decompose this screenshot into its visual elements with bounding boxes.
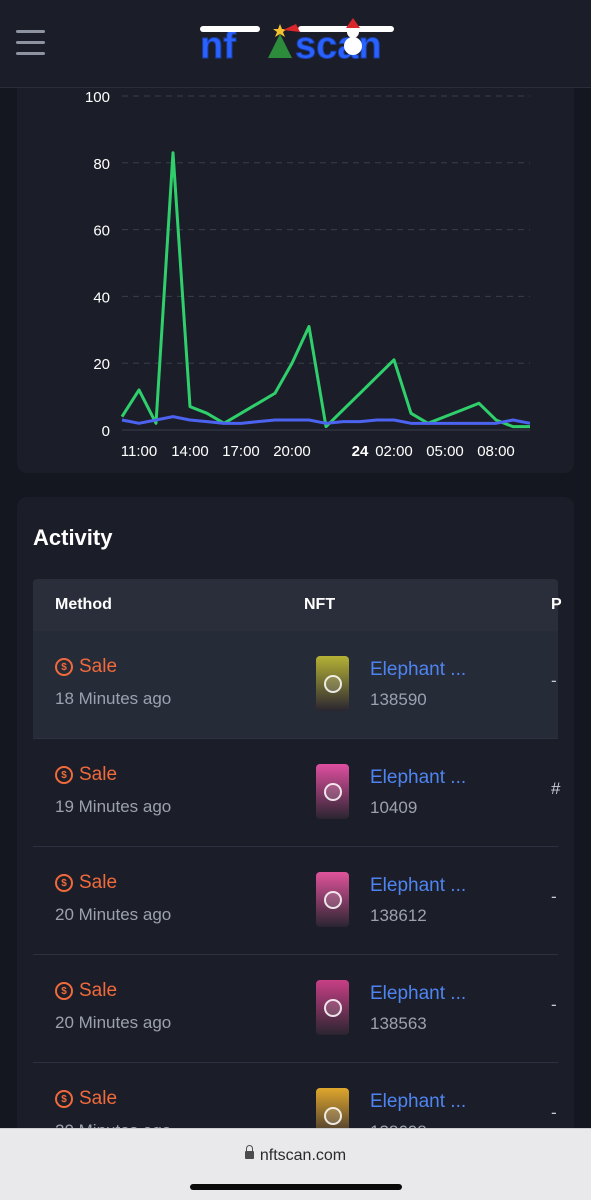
price-cell: # [551,779,561,798]
y-tick-label: 100 [85,89,110,106]
hamburger-menu-icon[interactable] [16,30,45,56]
table-row[interactable]: $ Sale 18 Minutes ago Elephant ... 138590… [33,631,558,739]
sale-icon: $ [55,874,73,892]
time-ago: 20 Minutes ago [55,905,172,924]
x-tick-label: 11:00 [121,443,157,460]
table-row[interactable]: $ Sale 20 Minutes ago Elephant ... 138563… [33,955,558,1063]
nft-name-link[interactable]: Elephant ... [370,875,467,896]
nft-token-id: 138563 [370,1014,427,1033]
method-cell: $ Sale [55,872,117,894]
y-tick-label: 60 [93,223,110,240]
method-cell: $ Sale [55,980,117,1002]
elephant-icon [323,998,342,1017]
column-header-nft: NFT [304,596,336,613]
x-tick-label: 08:00 [477,443,515,460]
time-ago: 20 Minutes ago [55,1013,172,1032]
time-ago: 18 Minutes ago [55,689,172,708]
url-display[interactable]: nftscan.com [0,1145,591,1165]
y-tick-label: 0 [102,423,110,440]
method-cell: $ Sale [55,764,117,786]
sale-icon: $ [55,766,73,784]
nft-token-id: 138612 [370,906,427,925]
activity-title: Activity [33,525,113,550]
price-cell: - [551,1103,557,1122]
nft-thumbnail[interactable] [316,980,349,1035]
table-row[interactable]: $ Sale 19 Minutes ago Elephant ... 10409 … [33,739,561,847]
method-label: Sale [79,872,118,893]
elephant-icon [323,674,342,693]
lock-icon [244,1145,254,1159]
y-tick-label: 80 [93,156,110,173]
method-cell: $ Sale [55,1088,117,1110]
price-cell: - [551,887,557,906]
elephant-icon [323,890,342,909]
method-label: Sale [79,656,118,677]
nft-thumbnail[interactable] [316,656,349,711]
nft-name-link[interactable]: Elephant ... [370,1091,467,1112]
home-indicator[interactable] [190,1184,402,1190]
url-text: nftscan.com [259,1147,347,1164]
nft-name-link[interactable]: Elephant ... [370,767,467,788]
method-label: Sale [79,764,118,785]
column-header-method: Method [55,596,112,613]
x-tick-label: 17:00 [222,443,260,460]
table-row[interactable]: $ Sale 20 Minutes ago Elephant ... 138612… [33,847,558,955]
top-bar: nf scan [0,0,591,88]
x-tick-label: 02:00 [375,443,413,460]
x-tick-label: 14:00 [171,443,209,460]
method-label: Sale [79,980,118,1001]
activity-card: Activity Method NFT P $ Sale 18 Minutes a… [17,497,574,1137]
sale-icon: $ [55,982,73,1000]
elephant-icon [323,782,342,801]
price-cell: - [551,671,557,690]
chart-canvas: 0 20 40 60 80 100 11:00 14:00 17:00 20:00 24 02:00 0… [85,89,531,460]
sale-icon: $ [55,1090,73,1108]
series-line-green [120,151,530,429]
x-tick-label: 05:00 [426,443,464,460]
nft-thumbnail[interactable] [316,764,349,819]
nft-name-link[interactable]: Elephant ... [370,983,467,1004]
y-tick-label: 40 [93,289,110,306]
nft-token-id: 10409 [370,798,418,817]
volume-chart: 0 20 40 60 80 100 11:00 14:00 17:00 20:00 24 02:00 0… [17,88,574,473]
activity-table: Method NFT P $ Sale 18 Minutes ago Elepha… [33,579,562,1137]
table-row[interactable]: $Sale 20 Minutes ago Elephant ... 138698… [33,1063,558,1137]
table-header: Method NFT P [33,579,562,631]
method-cell: $ Sale [55,656,117,678]
series-line-blue [121,415,531,425]
sale-icon: $ [55,658,73,676]
nft-token-id: 138590 [370,690,427,709]
browser-address-bar[interactable]: nftscan.com [0,1128,591,1200]
column-header-price: P [551,596,562,613]
method-label: Sale [79,1088,118,1109]
x-tick-label: 20:00 [273,443,311,460]
nft-name-link[interactable]: Elephant ... [370,659,467,680]
x-tick-label: 24 [352,443,369,460]
time-ago: 19 Minutes ago [55,797,172,816]
price-cell: - [551,995,557,1014]
nftscan-logo[interactable]: nf scan [200,18,394,66]
elephant-icon [323,1106,342,1125]
y-tick-label: 20 [93,356,110,373]
nft-thumbnail[interactable] [316,872,349,927]
